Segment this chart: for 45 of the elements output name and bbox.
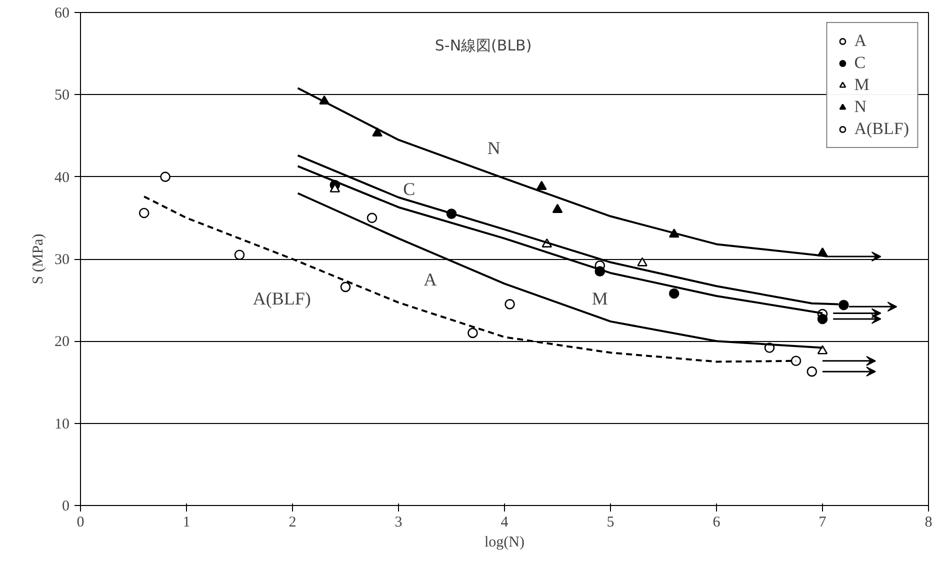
y-tick-label: 50: [54, 88, 70, 104]
point: [838, 300, 849, 310]
legend-label: M: [854, 75, 870, 95]
y-tick-label: 60: [54, 6, 70, 22]
point: [234, 250, 245, 260]
x-tick-label: 6: [712, 514, 721, 530]
x-tick-label: 7: [818, 514, 827, 530]
y-tick-label: 0: [62, 498, 70, 514]
annotation: N: [487, 138, 500, 158]
point: [552, 204, 563, 213]
x-tick-label: 4: [500, 514, 509, 530]
text: S-N線図(BLB): [434, 36, 532, 54]
x-axis-title: log(N): [484, 534, 525, 550]
annotation: A: [424, 270, 437, 290]
y-tick-label: 40: [54, 170, 70, 186]
annotation: A(BLF): [252, 288, 311, 308]
point: [138, 208, 150, 218]
y-axis-title: S (MPa): [30, 234, 46, 284]
legend-label: C: [854, 53, 867, 73]
y-tick-label: 10: [54, 416, 70, 432]
point: [536, 180, 547, 190]
point: [637, 257, 648, 266]
point: [340, 282, 351, 292]
point: [468, 328, 478, 338]
x-tick-label: 0: [76, 514, 84, 530]
x-tick-label: 2: [288, 514, 296, 530]
x-tick-label: 8: [924, 514, 932, 530]
x-tick-label: 1: [182, 514, 190, 530]
legend-label: A: [854, 31, 868, 51]
legend-label: A(BLF): [854, 119, 909, 139]
point: [160, 172, 170, 182]
legend-label: N: [854, 97, 868, 117]
annotation: M: [592, 288, 608, 308]
x-tick-label: 3: [394, 514, 402, 530]
x-tick-label: 5: [606, 514, 614, 530]
point: [790, 356, 802, 366]
y-tick-label: 30: [54, 252, 70, 268]
annotation: C: [403, 179, 416, 200]
y-tick-label: 20: [54, 334, 70, 350]
point: [806, 366, 818, 377]
point: [668, 288, 680, 299]
point: [504, 299, 515, 310]
point: [817, 345, 828, 354]
point: [817, 314, 828, 324]
point: [366, 212, 378, 224]
